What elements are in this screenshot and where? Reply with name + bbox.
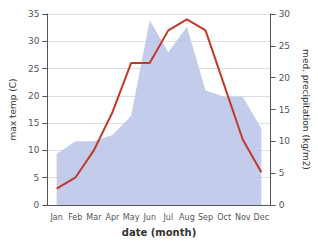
svg-text:25: 25 bbox=[28, 64, 39, 74]
svg-text:35: 35 bbox=[28, 9, 39, 19]
svg-text:0: 0 bbox=[279, 200, 285, 210]
svg-text:Jun: Jun bbox=[142, 213, 156, 222]
svg-text:Jul: Jul bbox=[162, 213, 173, 222]
svg-text:Feb: Feb bbox=[68, 213, 82, 222]
svg-text:med. precipitation (kg/m2): med. precipitation (kg/m2) bbox=[301, 49, 311, 170]
svg-text:15: 15 bbox=[279, 105, 290, 115]
svg-text:30: 30 bbox=[28, 36, 40, 46]
svg-text:0: 0 bbox=[34, 200, 40, 210]
svg-text:Nov: Nov bbox=[235, 213, 251, 222]
svg-text:20: 20 bbox=[28, 91, 40, 101]
svg-text:date (month): date (month) bbox=[122, 227, 196, 238]
svg-text:Oct: Oct bbox=[217, 213, 231, 222]
svg-text:Sep: Sep bbox=[198, 213, 213, 222]
svg-text:5: 5 bbox=[34, 173, 40, 183]
svg-text:Jan: Jan bbox=[49, 213, 62, 222]
svg-text:15: 15 bbox=[28, 118, 39, 128]
svg-text:Apr: Apr bbox=[106, 213, 121, 222]
svg-text:30: 30 bbox=[279, 9, 291, 19]
svg-text:25: 25 bbox=[279, 41, 290, 51]
svg-text:Mar: Mar bbox=[86, 213, 102, 222]
svg-text:10: 10 bbox=[279, 136, 291, 146]
svg-text:Aug: Aug bbox=[179, 213, 195, 222]
svg-text:5: 5 bbox=[279, 168, 285, 178]
svg-text:Dec: Dec bbox=[254, 213, 269, 222]
svg-text:max temp (C): max temp (C) bbox=[8, 78, 18, 140]
svg-text:20: 20 bbox=[279, 73, 291, 83]
svg-text:10: 10 bbox=[28, 145, 40, 155]
svg-text:May: May bbox=[123, 213, 140, 222]
